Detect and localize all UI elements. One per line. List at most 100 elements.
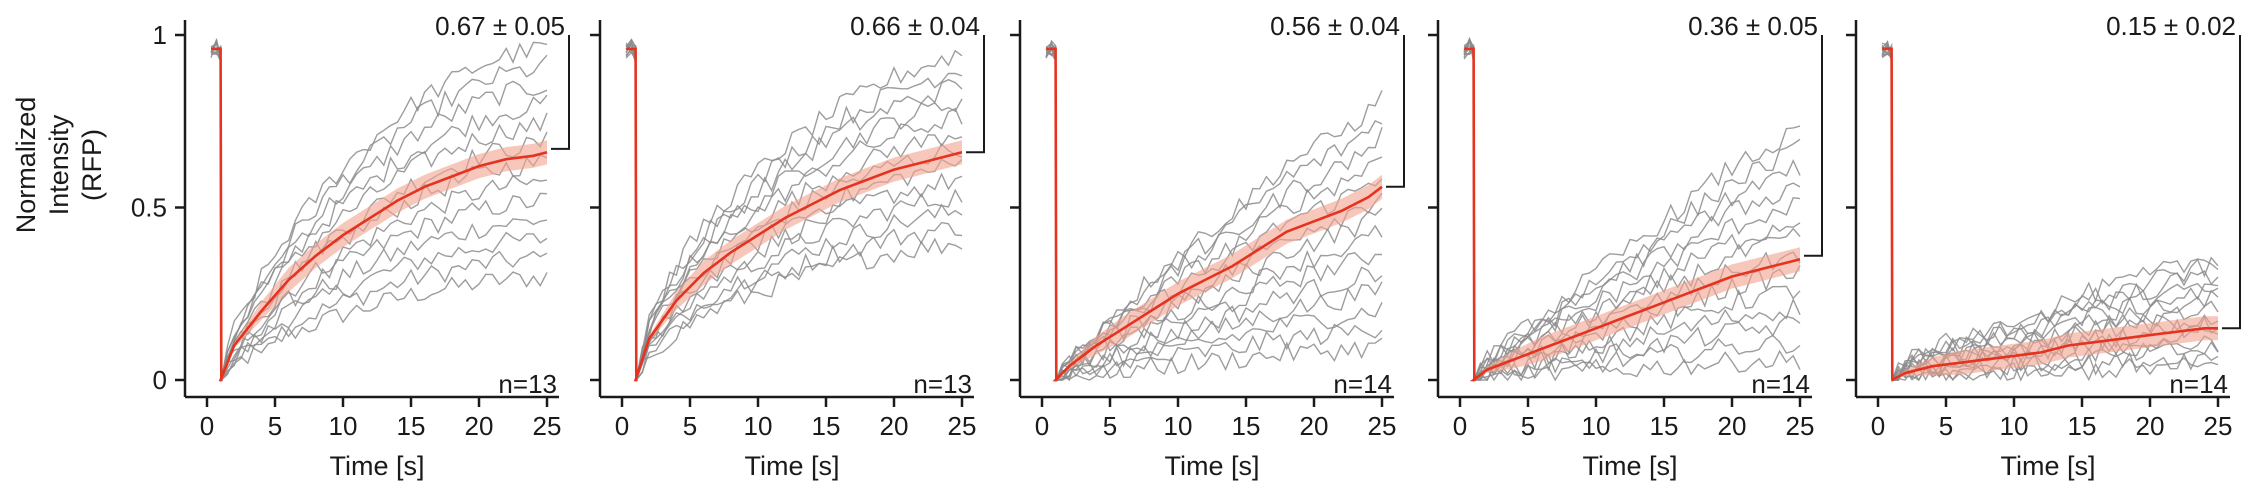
recovery-trace bbox=[1463, 50, 1801, 381]
mean-recovery-line bbox=[211, 47, 548, 382]
recovery-trace bbox=[1045, 46, 1383, 383]
recovery-trace bbox=[1463, 45, 1801, 381]
recovery-trace bbox=[1881, 45, 2219, 381]
x-tick-label: 15 bbox=[397, 411, 426, 441]
x-tick-label: 10 bbox=[1582, 411, 1611, 441]
x-tick-label: 20 bbox=[2136, 411, 2165, 441]
x-axis-label: Time [s] bbox=[744, 451, 839, 481]
mean-recovery-line bbox=[1464, 47, 1801, 382]
plateau-label: 0.15 ± 0.02 bbox=[2106, 11, 2236, 41]
recovery-trace bbox=[1881, 42, 2219, 381]
x-tick-label: 0 bbox=[1035, 411, 1049, 441]
mean-recovery-line bbox=[1882, 47, 2218, 382]
recovery-trace bbox=[1045, 48, 1383, 381]
plateau-bracket bbox=[1804, 35, 1823, 257]
plateau-label: 0.67 ± 0.05 bbox=[435, 11, 565, 41]
recovery-trace bbox=[1045, 46, 1383, 381]
x-tick-label: 15 bbox=[2068, 411, 2097, 441]
y-tick-label: 0.5 bbox=[131, 193, 167, 223]
x-tick-label: 15 bbox=[812, 411, 841, 441]
x-tick-label: 20 bbox=[1718, 411, 1747, 441]
recovery-trace bbox=[625, 38, 963, 381]
x-tick-label: 15 bbox=[1232, 411, 1261, 441]
recovery-trace bbox=[210, 41, 548, 382]
panel-2: 0 5 10 15 20 25 Time [s] 0.66 ± 0.04 n=13 bbox=[590, 11, 985, 481]
x-axis-label: Time [s] bbox=[1582, 451, 1677, 481]
recovery-trace bbox=[1463, 41, 1801, 381]
recovery-trace bbox=[210, 44, 548, 381]
mean-error-band bbox=[220, 140, 547, 380]
panel-4: 0 5 10 15 20 25 Time [s] 0.36 ± 0.05 n=14 bbox=[1428, 11, 1823, 481]
recovery-trace bbox=[1463, 37, 1801, 382]
mean-error-band bbox=[635, 140, 962, 380]
x-tick-label: 0 bbox=[1453, 411, 1467, 441]
recovery-trace bbox=[210, 45, 548, 383]
recovery-trace bbox=[625, 41, 963, 383]
n-label: n=13 bbox=[498, 369, 557, 399]
recovery-trace bbox=[1881, 47, 2219, 382]
x-tick-label: 5 bbox=[1103, 411, 1117, 441]
x-tick-label: 0 bbox=[200, 411, 214, 441]
recovery-trace bbox=[211, 51, 548, 381]
x-tick-label: 15 bbox=[1650, 411, 1679, 441]
recovery-trace bbox=[625, 44, 963, 381]
recovery-trace bbox=[625, 43, 963, 381]
x-tick-label: 25 bbox=[1368, 411, 1397, 441]
plateau-bracket bbox=[551, 35, 570, 150]
x-tick-label: 5 bbox=[683, 411, 697, 441]
plateau-label: 0.56 ± 0.04 bbox=[1270, 11, 1400, 41]
x-tick-label: 10 bbox=[1164, 411, 1193, 441]
x-tick-label: 10 bbox=[329, 411, 358, 441]
x-tick-label: 25 bbox=[2204, 411, 2233, 441]
x-tick-label: 25 bbox=[1786, 411, 1815, 441]
recovery-trace bbox=[210, 38, 548, 381]
x-tick-label: 10 bbox=[744, 411, 773, 441]
n-label: n=14 bbox=[1751, 369, 1810, 399]
x-axis-label: Time [s] bbox=[329, 451, 424, 481]
panel-5: 0 5 10 15 20 25 Time [s] 0.15 ± 0.02 n=14 bbox=[1846, 11, 2241, 481]
y-tick-label: 0 bbox=[153, 365, 167, 395]
plateau-bracket bbox=[2222, 35, 2241, 330]
recovery-trace bbox=[1463, 38, 1801, 382]
recovery-trace bbox=[1463, 47, 1801, 383]
mean-recovery-line bbox=[626, 47, 963, 382]
x-tick-label: 20 bbox=[880, 411, 909, 441]
x-tick-label: 0 bbox=[1871, 411, 1885, 441]
plateau-label: 0.36 ± 0.05 bbox=[1688, 11, 1818, 41]
n-label: n=14 bbox=[2169, 369, 2228, 399]
x-tick-label: 5 bbox=[1521, 411, 1535, 441]
recovery-trace bbox=[211, 53, 548, 381]
recovery-trace bbox=[211, 41, 548, 381]
plateau-bracket bbox=[1386, 35, 1405, 188]
x-tick-label: 0 bbox=[615, 411, 629, 441]
x-tick-label: 20 bbox=[465, 411, 494, 441]
recovery-trace bbox=[1045, 40, 1383, 381]
x-tick-label: 5 bbox=[1939, 411, 1953, 441]
recovery-trace bbox=[625, 47, 963, 381]
recovery-trace bbox=[210, 39, 548, 382]
x-tick-label: 10 bbox=[2000, 411, 2029, 441]
plateau-label: 0.66 ± 0.04 bbox=[850, 11, 980, 41]
x-axis-label: Time [s] bbox=[2000, 451, 2095, 481]
plateau-bracket bbox=[966, 35, 985, 154]
recovery-trace bbox=[1463, 37, 1801, 381]
n-label: n=14 bbox=[1333, 369, 1392, 399]
recovery-trace bbox=[1463, 47, 1801, 383]
x-axis-label: Time [s] bbox=[1164, 451, 1259, 481]
x-tick-label: 25 bbox=[533, 411, 562, 441]
x-tick-label: 20 bbox=[1300, 411, 1329, 441]
recovery-trace bbox=[625, 38, 963, 381]
mean-error-band bbox=[1055, 174, 1382, 380]
mean-recovery-line bbox=[1046, 47, 1383, 382]
recovery-trace bbox=[1046, 47, 1383, 382]
recovery-trace bbox=[210, 42, 548, 381]
recovery-trace bbox=[1045, 40, 1383, 381]
panel-3: 0 5 10 15 20 25 Time [s] 0.56 ± 0.04 n=14 bbox=[1010, 11, 1405, 481]
recovery-trace bbox=[210, 47, 548, 381]
x-tick-label: 5 bbox=[268, 411, 282, 441]
x-tick-label: 25 bbox=[948, 411, 977, 441]
y-tick-label: 1 bbox=[153, 20, 167, 50]
recovery-trace bbox=[626, 45, 963, 381]
